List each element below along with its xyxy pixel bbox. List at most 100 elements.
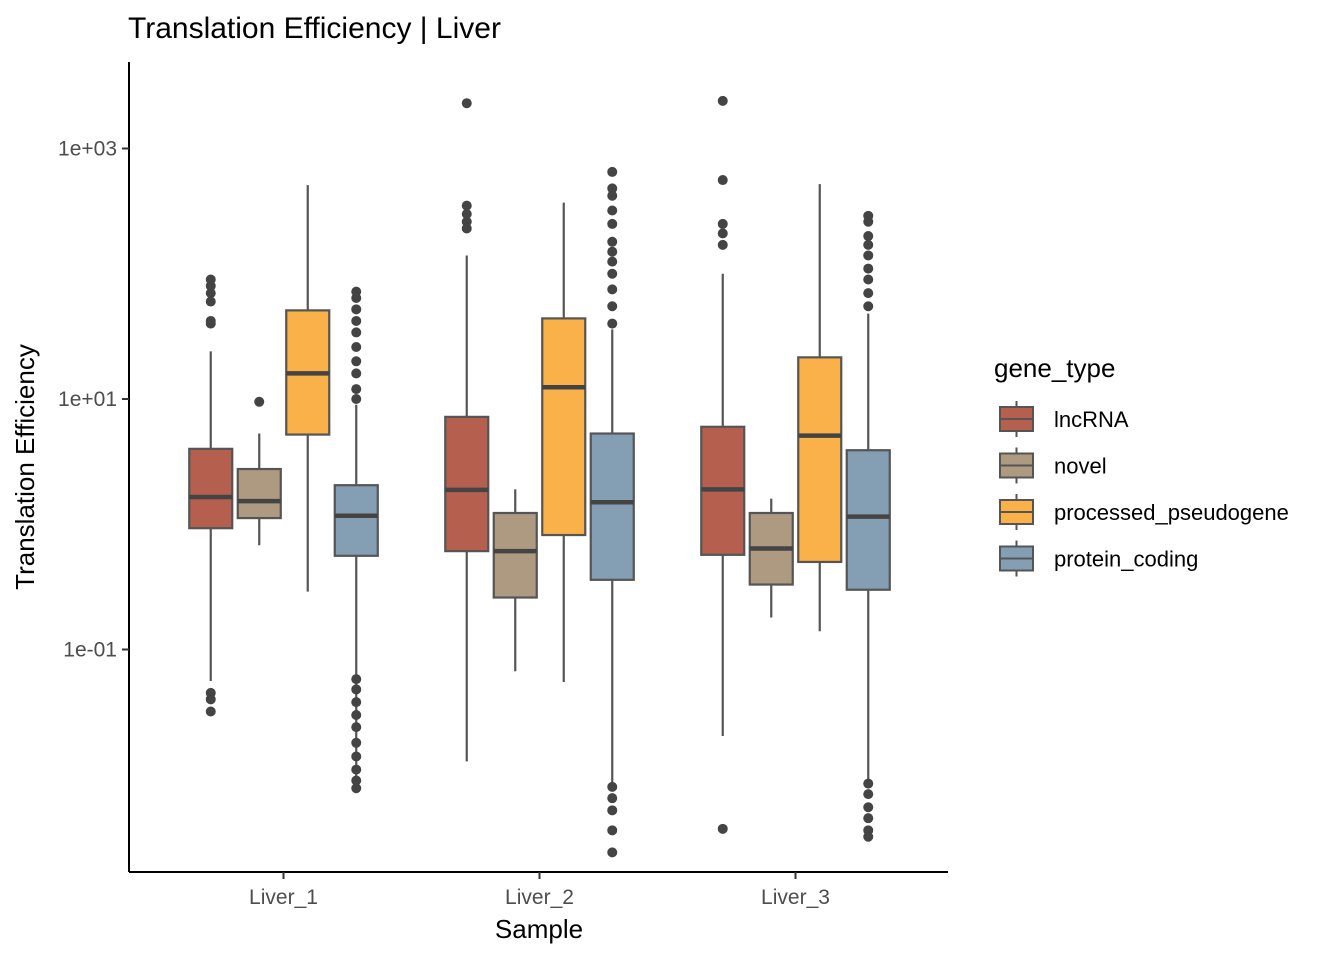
outlier-point	[351, 674, 362, 685]
outlier-point	[717, 175, 728, 186]
y-tick-label: 1e-01	[63, 639, 117, 662]
outlier-point	[607, 825, 618, 836]
outlier-point	[607, 847, 618, 858]
chart-title: Translation Efficiency | Liver	[128, 12, 501, 45]
outlier-point	[607, 805, 618, 816]
outlier-point	[607, 318, 618, 329]
box-novel-Liver_1	[236, 396, 282, 546]
outlier-point	[461, 200, 472, 211]
outlier-point	[254, 396, 265, 407]
legend-item-protein_coding: protein_coding	[999, 540, 1198, 577]
legend-label: novel	[1054, 454, 1107, 479]
box-novel-Liver_2	[492, 489, 538, 672]
outlier-point	[607, 256, 618, 267]
box-protein_coding-Liver_1	[333, 286, 379, 794]
outlier-point	[863, 778, 874, 789]
outlier-point	[607, 268, 618, 279]
legend-item-processed_pseudogene: processed_pseudogene	[999, 494, 1289, 530]
outlier-point	[863, 210, 874, 221]
outlier-point	[607, 236, 618, 247]
legend-label: lncRNA	[1054, 407, 1129, 432]
box-iqr	[541, 317, 587, 537]
outlier-point	[607, 793, 618, 804]
box-lncRNA-Liver_1	[188, 274, 234, 717]
outlier-point	[863, 825, 874, 836]
outlier-point	[607, 218, 618, 229]
legend-title: gene_type	[994, 353, 1115, 383]
outlier-point	[351, 737, 362, 748]
outlier-point	[717, 823, 728, 834]
outlier-point	[351, 783, 362, 794]
outlier-point	[351, 394, 362, 404]
outlier-point	[863, 239, 874, 250]
y-axis-title: Translation Efficiency	[10, 344, 40, 590]
outlier-point	[863, 231, 874, 242]
outlier-point	[863, 802, 874, 813]
box-iqr	[589, 432, 635, 581]
outlier-point	[607, 166, 618, 177]
outlier-point	[607, 190, 618, 201]
outlier-point	[205, 274, 216, 285]
outlier-point	[863, 250, 874, 261]
outlier-point	[205, 706, 216, 717]
outlier-point	[607, 205, 618, 216]
outlier-point	[863, 274, 874, 285]
box-processed_pseudogene-Liver_2	[541, 202, 587, 683]
x-tick-label: Liver_2	[505, 886, 574, 909]
x-axis-title: Sample	[495, 914, 583, 944]
outlier-point	[863, 263, 874, 274]
box-iqr	[188, 447, 234, 530]
outlier-point	[717, 95, 728, 106]
outlier-point	[351, 304, 362, 315]
outlier-point	[607, 284, 618, 295]
box-iqr	[333, 484, 379, 557]
box-iqr	[797, 356, 843, 564]
outlier-point	[351, 368, 362, 379]
legend-label: processed_pseudogene	[1054, 500, 1289, 525]
legend-item-lncRNA: lncRNA	[999, 401, 1129, 437]
outlier-point	[717, 218, 728, 229]
outlier-point	[863, 288, 874, 299]
outlier-point	[351, 315, 362, 326]
box-processed_pseudogene-Liver_3	[797, 184, 843, 632]
outlier-point	[351, 697, 362, 708]
legend: gene_type lncRNA novel processed_pseudogen…	[994, 353, 1289, 577]
y-tick-label: 1e+01	[58, 388, 117, 411]
outlier-point	[351, 327, 362, 338]
outlier-point	[863, 813, 874, 824]
box-iqr	[492, 511, 538, 599]
box-lncRNA-Liver_2	[444, 98, 490, 762]
box-novel-Liver_3	[748, 498, 794, 618]
box-protein_coding-Liver_2	[589, 166, 635, 858]
y-axis-ticks: 1e-01 1e+01 1e+03	[58, 138, 129, 662]
outlier-point	[607, 246, 618, 257]
outlier-point	[351, 684, 362, 695]
outlier-point	[205, 296, 216, 307]
outlier-point	[351, 709, 362, 720]
outlier-point	[205, 694, 216, 705]
outlier-point	[351, 286, 362, 297]
outlier-point	[351, 775, 362, 786]
box-iqr	[845, 449, 891, 591]
box-lncRNA-Liver_3	[700, 95, 746, 834]
outlier-point	[863, 789, 874, 800]
outlier-point	[863, 301, 874, 312]
outlier-point	[607, 183, 618, 194]
plot-area	[188, 95, 891, 858]
outlier-point	[205, 315, 216, 326]
outlier-point	[351, 384, 362, 395]
outlier-point	[351, 356, 362, 367]
outlier-point	[461, 216, 472, 227]
y-tick-label: 1e+03	[58, 138, 117, 161]
box-iqr	[444, 415, 490, 553]
x-axis-ticks: Liver_1 Liver_2 Liver_3	[249, 872, 830, 909]
outlier-point	[351, 764, 362, 775]
outlier-point	[717, 228, 728, 239]
outlier-point	[205, 288, 216, 299]
outlier-point	[607, 301, 618, 312]
outlier-point	[461, 208, 472, 219]
box-protein_coding-Liver_3	[845, 210, 891, 842]
x-tick-label: Liver_1	[249, 886, 318, 909]
outlier-point	[351, 751, 362, 762]
